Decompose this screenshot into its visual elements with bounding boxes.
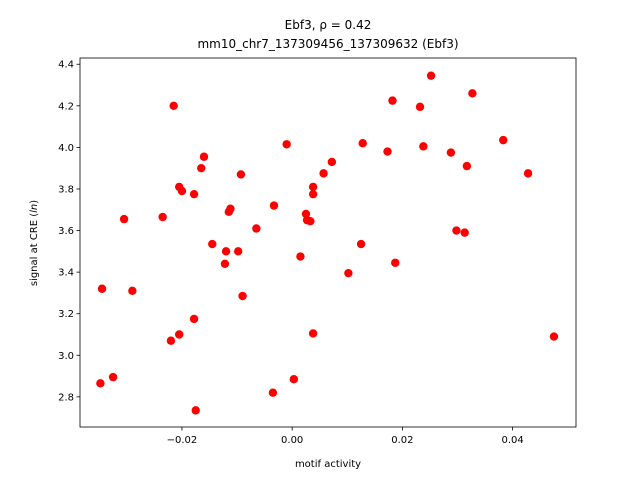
data-point-1 xyxy=(97,284,107,293)
data-point-18 xyxy=(221,247,231,256)
data-point-7 xyxy=(169,101,178,111)
data-point-22 xyxy=(236,170,246,179)
data-point-39 xyxy=(356,239,366,249)
x-tick-label-2: 0.02 xyxy=(391,435,413,446)
x-axis-ticks: −0.02 0.00 0.02 0.04 xyxy=(167,427,524,446)
y-axis-label: signal at CRE (ln) xyxy=(29,200,40,286)
y-axis-label-text: signal at CRE ( xyxy=(29,213,40,286)
data-point-4 xyxy=(128,286,137,296)
data-point-44 xyxy=(415,102,425,112)
data-point-0 xyxy=(96,379,105,388)
y-tick-label-0: 2.8 xyxy=(58,392,74,403)
data-point-45 xyxy=(419,142,428,151)
data-point-43 xyxy=(391,258,400,267)
data-point-40 xyxy=(358,139,367,148)
data-point-41 xyxy=(383,147,392,156)
data-point-9 xyxy=(175,330,184,339)
chart-title-line1-text: Ebf3, ρ = 0.42 xyxy=(285,18,372,32)
y-tick-label-6: 4.0 xyxy=(58,143,74,154)
data-point-27 xyxy=(282,140,291,149)
data-point-21 xyxy=(233,247,243,256)
data-point-46 xyxy=(426,71,436,80)
x-tick-label-1: 0.00 xyxy=(281,435,303,446)
chart-title-line1: Ebf3, ρ = 0.42 xyxy=(285,18,372,32)
y-axis-ticks: 2.8 3.0 3.2 3.4 3.6 3.8 4.0 4.2 4.4 xyxy=(58,60,80,403)
data-point-48 xyxy=(452,226,461,235)
data-point-51 xyxy=(468,89,477,98)
data-point-54 xyxy=(549,332,559,341)
data-point-29 xyxy=(296,252,305,261)
x-tick-label-0: −0.02 xyxy=(167,435,198,446)
data-point-13 xyxy=(191,406,200,415)
data-point-38 xyxy=(344,268,353,278)
x-axis-label: motif activity xyxy=(295,459,361,470)
data-point-52 xyxy=(499,135,508,145)
data-point-25 xyxy=(268,388,278,397)
y-tick-label-5: 3.8 xyxy=(58,184,74,195)
chart-title-line2: mm10_chr7_137309456_137309632 (Ebf3) xyxy=(197,37,458,51)
data-point-33 xyxy=(308,182,318,192)
data-point-47 xyxy=(446,148,456,157)
data-point-11 xyxy=(189,314,199,324)
data-point-10 xyxy=(177,186,187,196)
data-point-37 xyxy=(327,157,337,167)
data-point-15 xyxy=(199,152,209,161)
x-tick-label-3: 0.04 xyxy=(501,435,523,446)
data-point-36 xyxy=(319,169,328,178)
data-points xyxy=(96,71,559,415)
y-tick-label-3: 3.4 xyxy=(58,268,74,279)
y-axis-label-close: ) xyxy=(29,200,40,204)
data-point-35 xyxy=(308,329,318,338)
data-point-17 xyxy=(220,259,230,269)
data-point-34 xyxy=(308,189,318,199)
data-point-24 xyxy=(252,224,261,233)
data-point-16 xyxy=(208,239,217,249)
data-point-42 xyxy=(388,96,397,105)
plot-area: −0.02 0.00 0.02 0.04 2.8 3.0 3.2 3.4 3.6 3.8 4.0 4… xyxy=(58,57,577,446)
data-point-28 xyxy=(289,374,299,384)
data-point-5 xyxy=(158,212,167,222)
data-point-2 xyxy=(108,372,118,382)
y-tick-label-2: 3.2 xyxy=(58,309,74,320)
y-tick-label-1: 3.0 xyxy=(58,351,74,362)
data-point-3 xyxy=(119,214,129,224)
axes-frame xyxy=(79,57,577,428)
data-point-53 xyxy=(523,169,533,178)
data-point-26 xyxy=(269,201,279,210)
data-point-50 xyxy=(462,161,472,171)
y-tick-label-4: 3.6 xyxy=(58,226,74,237)
data-point-14 xyxy=(197,163,206,173)
data-point-20 xyxy=(226,204,235,213)
data-point-23 xyxy=(238,291,247,301)
data-point-6 xyxy=(166,336,176,345)
data-point-12 xyxy=(189,189,199,199)
y-tick-label-7: 4.2 xyxy=(58,101,74,112)
data-point-49 xyxy=(460,228,469,237)
data-point-30 xyxy=(301,209,311,219)
y-tick-label-8: 4.4 xyxy=(58,60,74,71)
data-point-32 xyxy=(306,216,315,226)
y-axis-label-unit: ln xyxy=(29,204,40,213)
